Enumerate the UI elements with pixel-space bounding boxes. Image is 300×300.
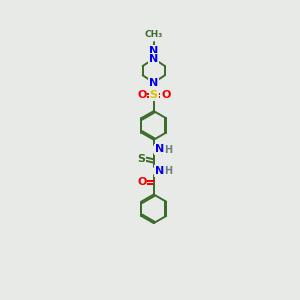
Text: S: S: [137, 154, 145, 164]
Text: H: H: [164, 166, 172, 176]
Text: S: S: [150, 90, 158, 100]
Text: N: N: [155, 144, 164, 154]
Text: N: N: [149, 78, 158, 88]
Text: O: O: [137, 90, 146, 100]
Text: O: O: [161, 90, 170, 100]
Text: H: H: [164, 145, 172, 155]
Text: CH₃: CH₃: [145, 30, 163, 39]
Text: N: N: [149, 54, 158, 64]
Text: N: N: [155, 166, 164, 176]
Text: O: O: [137, 177, 146, 187]
Text: N: N: [149, 46, 158, 56]
